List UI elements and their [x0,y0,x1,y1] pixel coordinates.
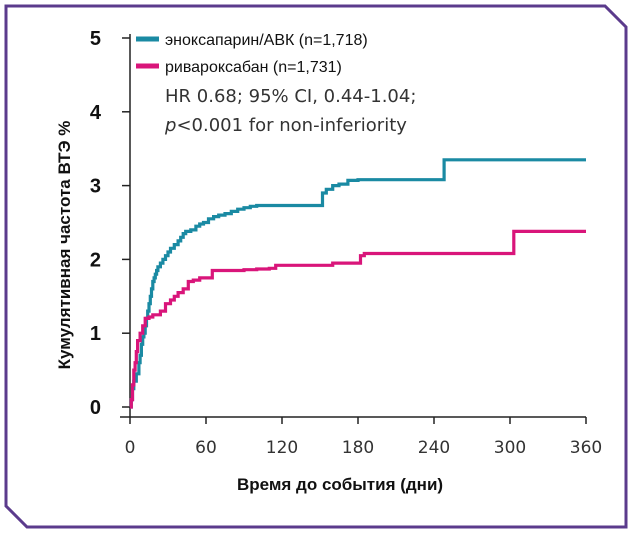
x-tick-label: 60 [195,438,217,458]
legend: эноксапарин/АВК (n=1,718) ривароксабан (… [136,32,368,76]
y-axis-title: Кумулятивная частота ВТЭ % [55,121,74,370]
axes: 0 60 120 180 240 300 360 0 1 2 3 4 5 [90,28,602,458]
y-tick-label: 4 [90,102,102,124]
x-tick-label: 0 [125,438,136,458]
y-tick-label: 0 [90,397,101,419]
x-tick-label: 120 [266,438,298,458]
annotation-p-symbol: p [164,115,176,136]
x-tick-label: 300 [494,438,526,458]
annotation-p-rest: <0.001 for non-inferiority [176,115,407,136]
legend-label-enoxaparin: эноксапарин/АВК (n=1,718) [165,32,368,49]
y-tick-label: 2 [90,249,101,271]
y-tick-label: 3 [90,176,101,198]
y-tick-label: 5 [90,28,101,50]
x-tick-label: 360 [570,438,602,458]
annotation-hr: HR 0.68; 95% CI, 0.44-1.04; [165,86,416,107]
series-line-rivaroxaban [129,229,586,409]
x-tick-label: 180 [342,438,374,458]
legend-label-rivaroxaban: ривароксабан (n=1,731) [165,59,342,76]
y-tick-label: 1 [90,323,101,345]
x-tick-label: 240 [418,438,450,458]
series-layer [129,158,586,409]
x-axis-title: Время до события (дни) [237,475,443,494]
annotation-p-value: p<0.001 for non-inferiority [164,115,407,136]
series-line-enoxaparin [129,158,586,409]
